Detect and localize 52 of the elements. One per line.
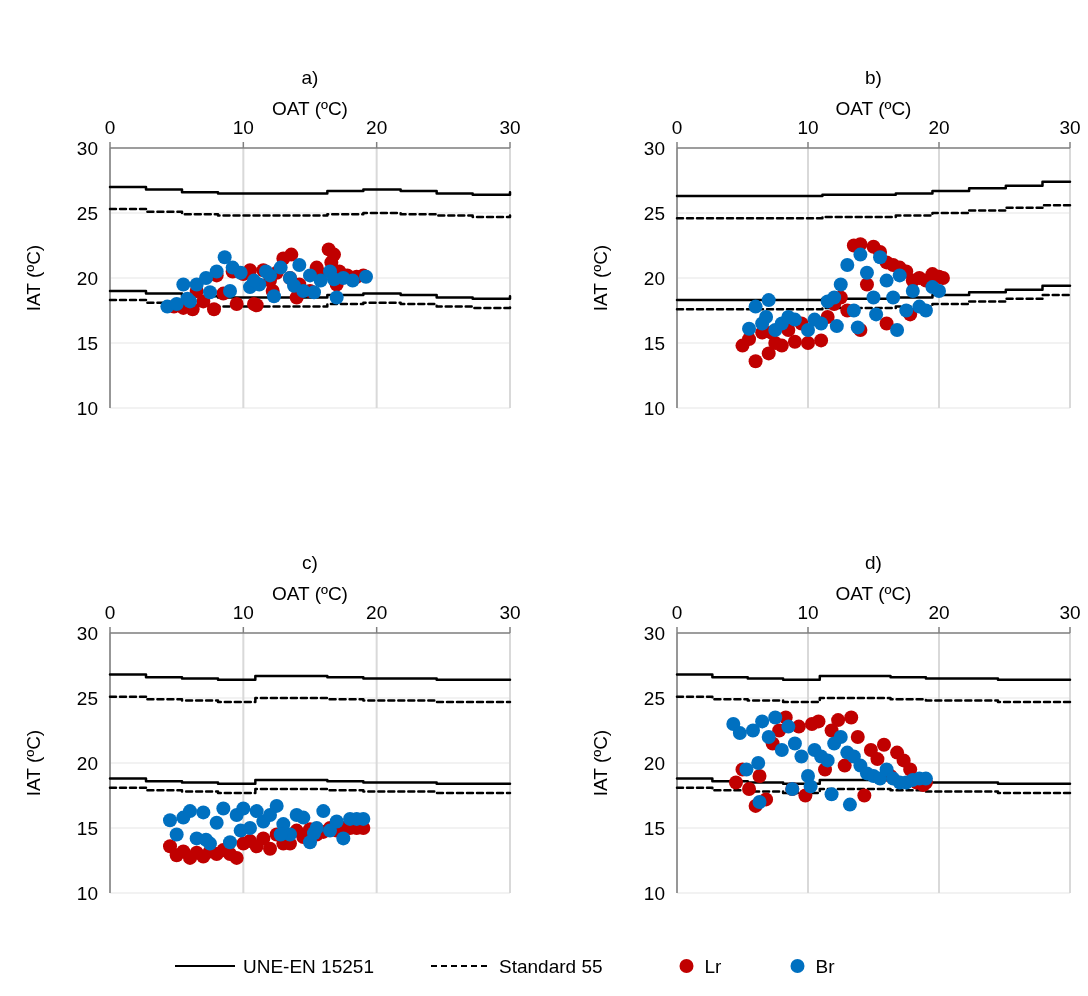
x-tick-label: 30	[499, 602, 521, 623]
x-axis-title: OAT (ºC)	[272, 583, 348, 604]
y-tick-label: 10	[76, 882, 98, 904]
x-tick-label: 20	[928, 117, 950, 138]
y-tick-label: 25	[76, 687, 98, 709]
y-axis-title: IAT (ºC)	[590, 244, 611, 312]
x-tick-label: 0	[104, 602, 116, 623]
y-tick-label: 25	[76, 202, 98, 224]
x-tick-label: 30	[1059, 602, 1081, 623]
y-axis-title: IAT (ºC)	[23, 244, 44, 312]
x-axis-title: OAT (ºC)	[272, 98, 348, 119]
y-tick-label: 15	[76, 817, 98, 839]
legend-label: Lr	[704, 955, 723, 977]
legend-label: Br	[815, 955, 836, 977]
y-tick-label: 30	[643, 137, 665, 159]
y-tick-label: 15	[643, 332, 665, 354]
y-tick-label: 20	[76, 267, 98, 289]
y-tick-label: 10	[643, 397, 665, 419]
y-tick-label: 15	[76, 332, 98, 354]
chart-title: a)	[301, 67, 319, 88]
y-tick-label: 15	[643, 817, 665, 839]
x-tick-label: 10	[232, 602, 254, 623]
legend-label: UNE-EN 15251	[243, 955, 374, 977]
y-tick-label: 25	[643, 687, 665, 709]
x-tick-label: 20	[928, 602, 950, 623]
x-tick-label: 0	[104, 117, 116, 138]
y-tick-label: 30	[643, 622, 665, 644]
legend-label: Standard 55	[499, 955, 603, 977]
x-tick-label: 30	[1059, 117, 1081, 138]
y-tick-label: 30	[76, 622, 98, 644]
y-axis-title: IAT (ºC)	[590, 729, 611, 797]
chart-title: c)	[302, 552, 318, 573]
x-axis-title: OAT (ºC)	[835, 98, 912, 119]
x-tick-label: 0	[671, 117, 683, 138]
y-tick-label: 30	[76, 137, 98, 159]
y-tick-label: 25	[643, 202, 665, 224]
x-tick-label: 20	[366, 117, 388, 138]
y-axis-title: IAT (ºC)	[23, 729, 44, 797]
x-tick-label: 10	[797, 602, 819, 623]
y-tick-label: 20	[76, 752, 98, 774]
y-tick-label: 20	[643, 752, 665, 774]
x-tick-label: 10	[232, 117, 254, 138]
y-tick-label: 10	[643, 882, 665, 904]
y-tick-label: 10	[76, 397, 98, 419]
chart-title: b)	[865, 67, 882, 88]
x-tick-label: 30	[499, 117, 521, 138]
chart-title: d)	[865, 552, 882, 573]
y-tick-label: 20	[643, 267, 665, 289]
x-tick-label: 0	[671, 602, 683, 623]
x-tick-label: 20	[366, 602, 388, 623]
x-tick-label: 10	[797, 117, 819, 138]
x-axis-title: OAT (ºC)	[835, 583, 912, 604]
